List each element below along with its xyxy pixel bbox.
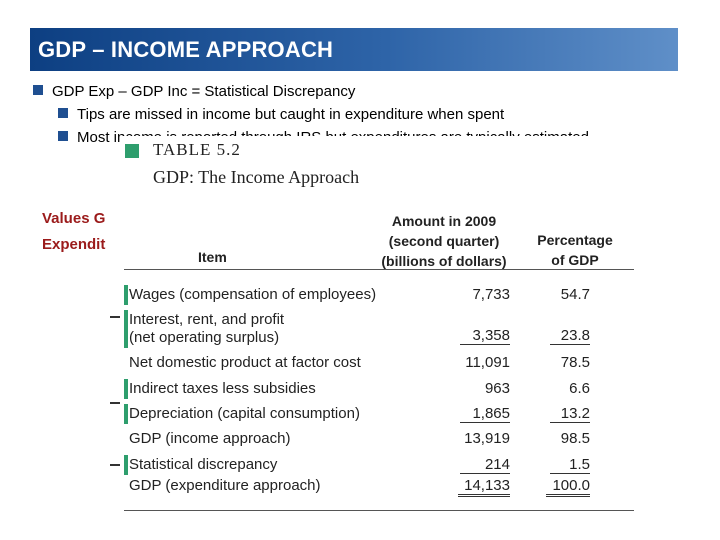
bullet-level2: Tips are missed in income but caught in …: [58, 106, 504, 123]
bullet-level1: GDP Exp – GDP Inc = Statistical Discrepa…: [33, 83, 355, 100]
row-percent: 13.2: [550, 405, 590, 423]
income-approach-table: TABLE 5.2 GDP: The Income Approach Amoun…: [120, 136, 640, 526]
row-item: Net domestic product at factor cost: [129, 354, 361, 371]
table-marker-icon: [125, 144, 139, 158]
column-header-amount: Amount in 2009 (second quarter) (billion…: [381, 213, 507, 269]
table-row: GDP (income approach) 13,919 98.5: [124, 427, 634, 449]
connector-dash: [110, 316, 120, 318]
row-percent: 54.7: [560, 286, 590, 303]
side-note-expenditure: Expendit: [42, 236, 106, 253]
row-amount: 1,865: [460, 405, 510, 423]
row-item: Wages (compensation of employees): [129, 286, 377, 303]
table-row: Wages (compensation of employees) 7,733 …: [124, 283, 634, 305]
row-percent: 98.5: [560, 430, 590, 447]
row-percent: 100.0: [546, 477, 590, 497]
row-percent: 6.6: [569, 380, 590, 397]
row-marker: [124, 285, 128, 305]
table-top-rule: [124, 269, 634, 270]
table-row: GDP (expenditure approach) 14,133 100.0: [124, 474, 634, 497]
row-percent: 1.5: [550, 456, 590, 474]
bullet-square-icon: [33, 85, 43, 95]
connector-dash: [110, 402, 120, 404]
side-note-values: Values G: [42, 210, 106, 227]
table-row: Statistical discrepancy 214 1.5: [124, 453, 634, 475]
column-header-percent: Percentage of GDP: [537, 232, 613, 268]
row-marker: [124, 310, 128, 348]
row-amount: 7,733: [472, 286, 510, 303]
row-item: Depreciation (capital consumption): [129, 405, 360, 422]
table-label: TABLE 5.2: [153, 140, 241, 159]
column-header-item: Item: [198, 249, 227, 265]
table-row: Net domestic product at factor cost 11,0…: [124, 351, 634, 373]
table-row: Indirect taxes less subsidies 963 6.6: [124, 377, 634, 399]
table-row: Interest, rent, and profit (net operatin…: [124, 308, 634, 348]
row-percent: 78.5: [560, 354, 590, 371]
slide-title: GDP – INCOME APPROACH: [38, 36, 334, 62]
bullet-text: GDP Exp – GDP Inc = Statistical Discrepa…: [52, 83, 356, 100]
row-percent: 23.8: [550, 327, 590, 345]
row-item: Indirect taxes less subsidies: [129, 380, 316, 397]
bullet-square-icon: [58, 108, 68, 118]
table-bottom-rule: [124, 510, 634, 511]
slide-title-bar: GDP – INCOME APPROACH: [30, 28, 678, 71]
row-amount: 11,091: [465, 354, 510, 371]
row-item: Interest, rent, and profit (net operatin…: [129, 311, 285, 346]
bullet-text: Tips are missed in income but caught in …: [77, 106, 505, 123]
row-amount: 963: [484, 380, 510, 397]
row-item: GDP (income approach): [129, 430, 291, 447]
row-item: Statistical discrepancy: [129, 456, 278, 473]
table-row: Depreciation (capital consumption) 1,865…: [124, 402, 634, 424]
row-amount: 214: [460, 456, 510, 474]
connector-dash: [110, 464, 120, 466]
row-marker: [124, 404, 128, 424]
bullet-square-icon: [58, 131, 68, 141]
row-amount: 14,133: [458, 477, 510, 497]
row-amount: 3,358: [460, 327, 510, 345]
row-amount: 13,919: [464, 430, 510, 447]
table-title: GDP: The Income Approach: [153, 167, 360, 187]
row-marker: [124, 379, 128, 399]
row-marker: [124, 455, 128, 475]
row-item: GDP (expenditure approach): [129, 477, 321, 494]
